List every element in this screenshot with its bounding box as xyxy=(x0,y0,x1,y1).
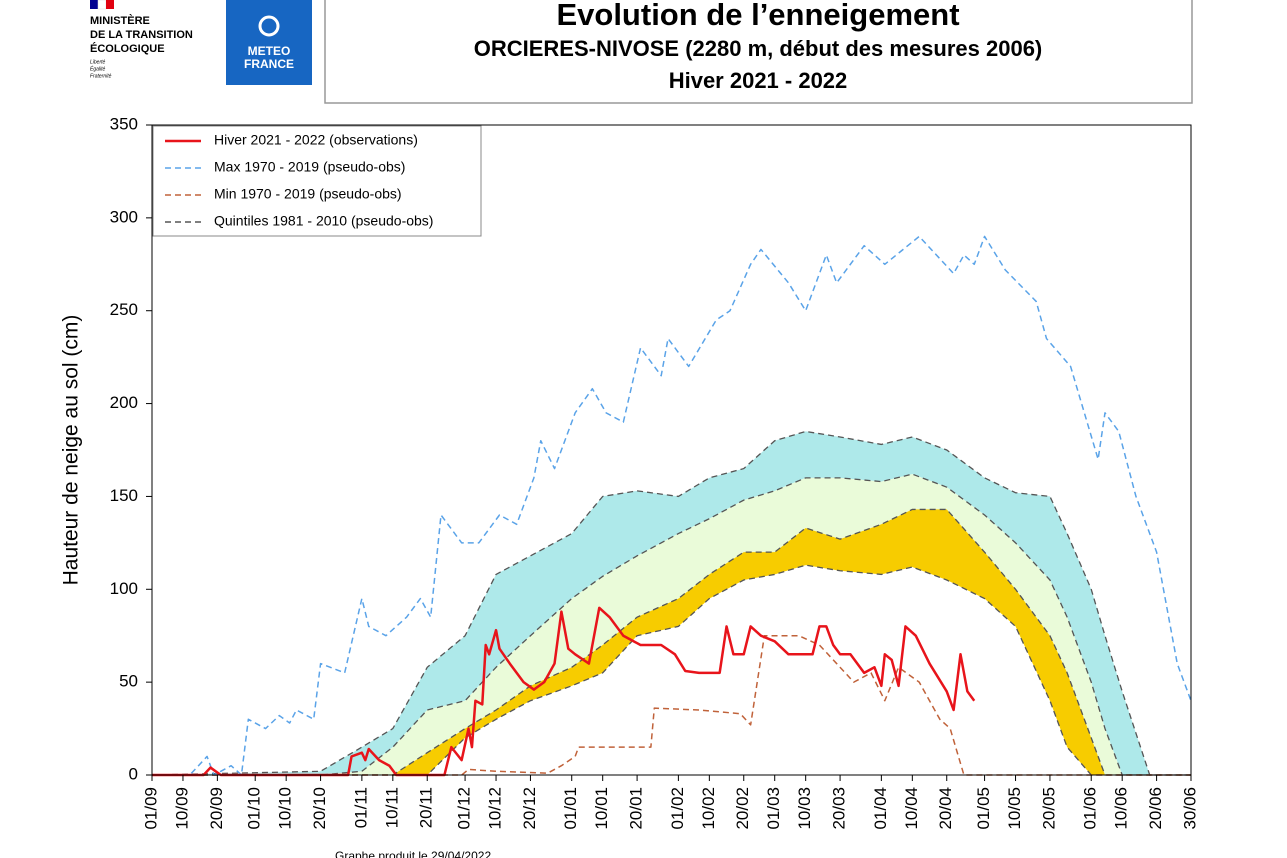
y-tick-label: 350 xyxy=(110,114,138,133)
series-line xyxy=(152,235,1192,776)
x-tick-label: 10/01 xyxy=(592,787,611,830)
ministry-line: MINISTÈRE xyxy=(90,14,150,27)
x-tick-label: 10/05 xyxy=(1005,787,1024,830)
ministry-logo: MINISTÈRE DE LA TRANSITION ÉCOLOGIQUE Li… xyxy=(90,0,193,79)
legend-label: Max 1970 - 2019 (pseudo-obs) xyxy=(214,159,405,175)
quintile-line xyxy=(152,473,1191,776)
x-tick-label: 10/03 xyxy=(795,787,814,830)
legend-label: Quintiles 1981 - 2010 (pseudo-obs) xyxy=(214,213,433,229)
footer-note: Graphe produit le 29/04/2022 xyxy=(335,849,491,858)
flag-blue xyxy=(90,0,98,9)
y-tick-label: 50 xyxy=(119,672,138,691)
legend-label: Hiver 2021 - 2022 (observations) xyxy=(214,132,418,148)
x-tick-label: 10/11 xyxy=(382,787,401,828)
x-tick-label: 01/05 xyxy=(974,787,993,830)
x-tick-label: 20/06 xyxy=(1146,787,1165,830)
x-tick-label: 01/09 xyxy=(141,787,160,830)
quintile-line xyxy=(151,430,1191,776)
quintile-band xyxy=(152,509,1191,775)
ministry-line: ÉCOLOGIQUE xyxy=(90,42,165,55)
motto-line: Liberté xyxy=(90,59,106,65)
motto-line: Fraternité xyxy=(90,73,112,79)
y-tick-label: 100 xyxy=(110,579,138,598)
x-tick-label: 10/02 xyxy=(699,787,718,830)
flag-red xyxy=(106,0,114,9)
x-tick-label: 20/11 xyxy=(417,787,436,828)
x-tick-label: 01/02 xyxy=(668,787,687,830)
x-tick-label: 20/03 xyxy=(830,787,849,830)
x-tick-label: 01/12 xyxy=(455,787,474,830)
x-tick-label: 20/12 xyxy=(520,787,539,830)
x-tick-label: 20/01 xyxy=(627,787,646,830)
x-tick-label: 10/10 xyxy=(276,787,295,830)
agency-icon xyxy=(258,15,280,37)
ministry-line: DE LA TRANSITION xyxy=(90,29,193,41)
legend-label: Min 1970 - 2019 (pseudo-obs) xyxy=(214,186,402,202)
chart-period: Hiver 2021 - 2022 xyxy=(669,68,848,93)
x-tick-label: 20/04 xyxy=(936,787,955,830)
y-tick-label: 150 xyxy=(110,486,138,505)
x-tick-label: 01/04 xyxy=(871,787,890,830)
chart-title: Evolution de l’enneigement xyxy=(556,0,959,32)
quintile-band xyxy=(152,431,1191,775)
y-axis-label: Hauteur de neige au sol (cm) xyxy=(60,315,83,586)
x-tick-label: 10/09 xyxy=(172,787,191,830)
x-tick-label: 20/09 xyxy=(207,787,226,830)
x-tick-label: 01/03 xyxy=(764,787,783,830)
x-tick-label: 20/05 xyxy=(1039,787,1058,830)
x-tick-label: 20/10 xyxy=(310,787,329,830)
y-tick-label: 0 xyxy=(129,764,138,783)
motto-line: Égalité xyxy=(90,65,106,72)
x-tick-label: 01/01 xyxy=(561,787,580,830)
y-tick-label: 200 xyxy=(110,393,138,412)
x-tick-label: 01/10 xyxy=(245,787,264,830)
y-tick-label: 300 xyxy=(110,207,138,226)
plot-frame xyxy=(151,124,1192,776)
flag-white xyxy=(97,0,107,10)
title-box xyxy=(324,0,1193,104)
agency-logo: METEO FRANCE xyxy=(226,0,312,85)
x-tick-label: 30/06 xyxy=(1180,787,1199,830)
x-tick-label: 01/11 xyxy=(351,787,370,828)
x-tick-label: 20/02 xyxy=(733,787,752,830)
quintile-line xyxy=(152,508,1191,776)
x-tick-label: 10/04 xyxy=(902,787,921,830)
x-tick-label: 10/06 xyxy=(1112,787,1131,830)
series-line xyxy=(152,634,1191,776)
x-tick-label: 01/06 xyxy=(1081,787,1100,830)
legend-box xyxy=(152,125,482,237)
x-tick-label: 10/12 xyxy=(486,787,505,830)
agency-line: METEO xyxy=(248,44,291,58)
y-tick-label: 250 xyxy=(110,300,138,319)
chart-subtitle: ORCIERES-NIVOSE (2280 m, début des mesur… xyxy=(474,36,1043,61)
legend: Hiver 2021 - 2022 (observations) Max 1970… xyxy=(152,125,482,237)
agency-box xyxy=(226,0,312,85)
agency-line: FRANCE xyxy=(244,57,294,71)
